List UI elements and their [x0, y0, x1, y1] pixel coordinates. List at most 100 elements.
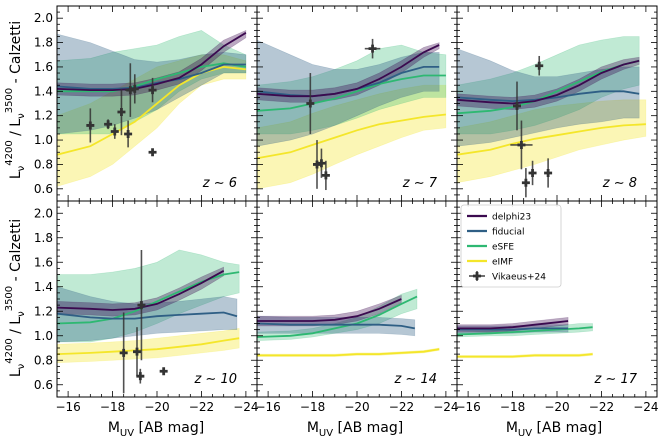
- y-tick-label: 1.0: [34, 329, 53, 343]
- delphi-line: [257, 298, 402, 322]
- x-tick-label: −20: [344, 400, 369, 414]
- redshift-label: z ∼ 17: [593, 372, 637, 387]
- redshift-label: z ∼ 7: [402, 176, 438, 191]
- esfe-line: [57, 62, 247, 93]
- observation-point: [510, 120, 533, 170]
- legend: delphi23 fiducial eSFE eIMF Vikaeus+24: [460, 204, 562, 288]
- x-tick-label: −20: [544, 400, 569, 414]
- fiducial-band: [257, 39, 440, 147]
- y-tick-label: 0.6: [34, 378, 53, 392]
- delphi-line: [57, 270, 225, 311]
- y-tick-label: 0.8: [34, 157, 53, 171]
- x-tick-label: −24: [633, 400, 658, 414]
- x-tick-label: −18: [100, 400, 125, 414]
- redshift-label: z ∼ 14: [393, 372, 437, 387]
- eimf-line: [257, 113, 446, 160]
- y-tick-label: 1.8: [34, 36, 53, 50]
- legend-item-delphi: delphi23: [467, 213, 531, 223]
- esfe-line: [57, 271, 240, 325]
- eimf-band: [57, 328, 240, 364]
- legend-item-fiducial: fiducial: [467, 228, 525, 238]
- y-tick-label: 1.6: [34, 60, 53, 74]
- x-tick-label: −16: [255, 400, 280, 414]
- panel-6: −16 −18 −20 −22 −24 z ∼ 17: [455, 200, 659, 414]
- y-tick-label: 1.0: [34, 133, 53, 147]
- legend-item-obs: Vikaeus+24: [469, 271, 546, 283]
- delphi-band: [57, 266, 224, 317]
- observation-point: [148, 148, 157, 157]
- observation-point: [119, 312, 128, 394]
- observation-point: [133, 327, 142, 377]
- plot-area: [257, 288, 440, 357]
- plot-area: [457, 36, 647, 198]
- y-tick-label: 1.2: [34, 109, 53, 123]
- x-tick-label: −16: [55, 400, 80, 414]
- eimf-band: [257, 84, 447, 190]
- plot-area: [257, 38, 447, 191]
- legend-label: eIMF: [492, 258, 513, 268]
- plot-area: [457, 317, 593, 359]
- y-tick-label: 2.0: [34, 11, 53, 25]
- eimf-line: [257, 348, 440, 357]
- fiducial-line: [457, 90, 640, 103]
- y-tick-label: 1.4: [34, 84, 53, 98]
- observation-point: [86, 108, 95, 143]
- observation-point: [317, 148, 326, 178]
- observation-point: [306, 73, 315, 134]
- observation-point: [148, 77, 157, 103]
- x-tick-label: −22: [589, 400, 614, 414]
- observation-point: [130, 74, 139, 104]
- y-axis-label-bottom: Lν4200 / Lν3500 - Calzetti: [4, 219, 27, 377]
- fiducial-line: [257, 322, 415, 330]
- panel-frame: [256, 200, 458, 398]
- x-tick-label: −24: [233, 400, 258, 414]
- eimf-line: [457, 123, 646, 156]
- x-axis-label-1: MUV [AB mag]: [108, 420, 204, 439]
- delphi-line: [457, 320, 569, 330]
- axis-labels: Lν4200 / Lν3500 - Calzetti Lν4200 / Lν35…: [4, 21, 602, 439]
- eimf-line: [57, 65, 247, 156]
- fiducial-band: [57, 286, 238, 343]
- delphi-line: [257, 44, 440, 98]
- delphi-band: [257, 294, 402, 327]
- legend-item-eimf: eIMF: [467, 258, 513, 268]
- panel-1: 0.6 0.8 1.0 1.2 1.4 1.6 1.8 2.0 z ∼ 6: [34, 5, 258, 202]
- panel-4: −16 −18 −20 −22 −24 0.6 0.8 1.0 1.2 1.4 1.6 1.8 2.0 z…: [34, 200, 259, 414]
- plot-area: [57, 249, 240, 394]
- esfe-line: [257, 74, 446, 112]
- fiducial-line: [457, 327, 569, 331]
- esfe-line: [257, 295, 418, 338]
- observation-point: [136, 368, 145, 384]
- observation-point: [110, 124, 119, 139]
- panels: 0.6 0.8 1.0 1.2 1.4 1.6 1.8 2.0 z ∼ 6 z ∼ 7 z ∼ 8 −…: [34, 5, 659, 414]
- fiducial-line: [57, 311, 238, 320]
- x-tick-label: −22: [189, 400, 214, 414]
- delphi-line: [57, 32, 247, 91]
- x-tick-label: −20: [144, 400, 169, 414]
- panel-2: z ∼ 7: [256, 5, 458, 202]
- observation-point: [159, 367, 168, 376]
- observation-point: [117, 88, 126, 136]
- observation-point: [521, 168, 530, 198]
- redshift-label: z ∼ 10: [193, 372, 237, 387]
- legend-label: eSFE: [492, 243, 514, 253]
- x-axis-label-3: MUV [AB mag]: [506, 420, 602, 439]
- legend-label: Vikaeus+24: [492, 273, 546, 283]
- observation-point: [104, 119, 113, 130]
- y-tick-label: 1.2: [34, 304, 53, 318]
- y-tick-label: 2.0: [34, 206, 53, 220]
- x-tick-label: −18: [300, 400, 325, 414]
- redshift-label: z ∼ 8: [602, 176, 637, 191]
- x-tick-label: −16: [455, 400, 480, 414]
- observation-point: [544, 158, 553, 188]
- y-tick-label: 0.8: [34, 353, 53, 367]
- eimf-line: [57, 337, 240, 355]
- observation-point: [528, 160, 537, 186]
- y-tick-label: 1.6: [34, 255, 53, 269]
- observation-point: [124, 120, 133, 148]
- observation-point: [513, 81, 521, 131]
- y-tick-label: 1.8: [34, 231, 53, 245]
- observation-point: [535, 55, 544, 76]
- legend-item-esfe: eSFE: [467, 243, 514, 253]
